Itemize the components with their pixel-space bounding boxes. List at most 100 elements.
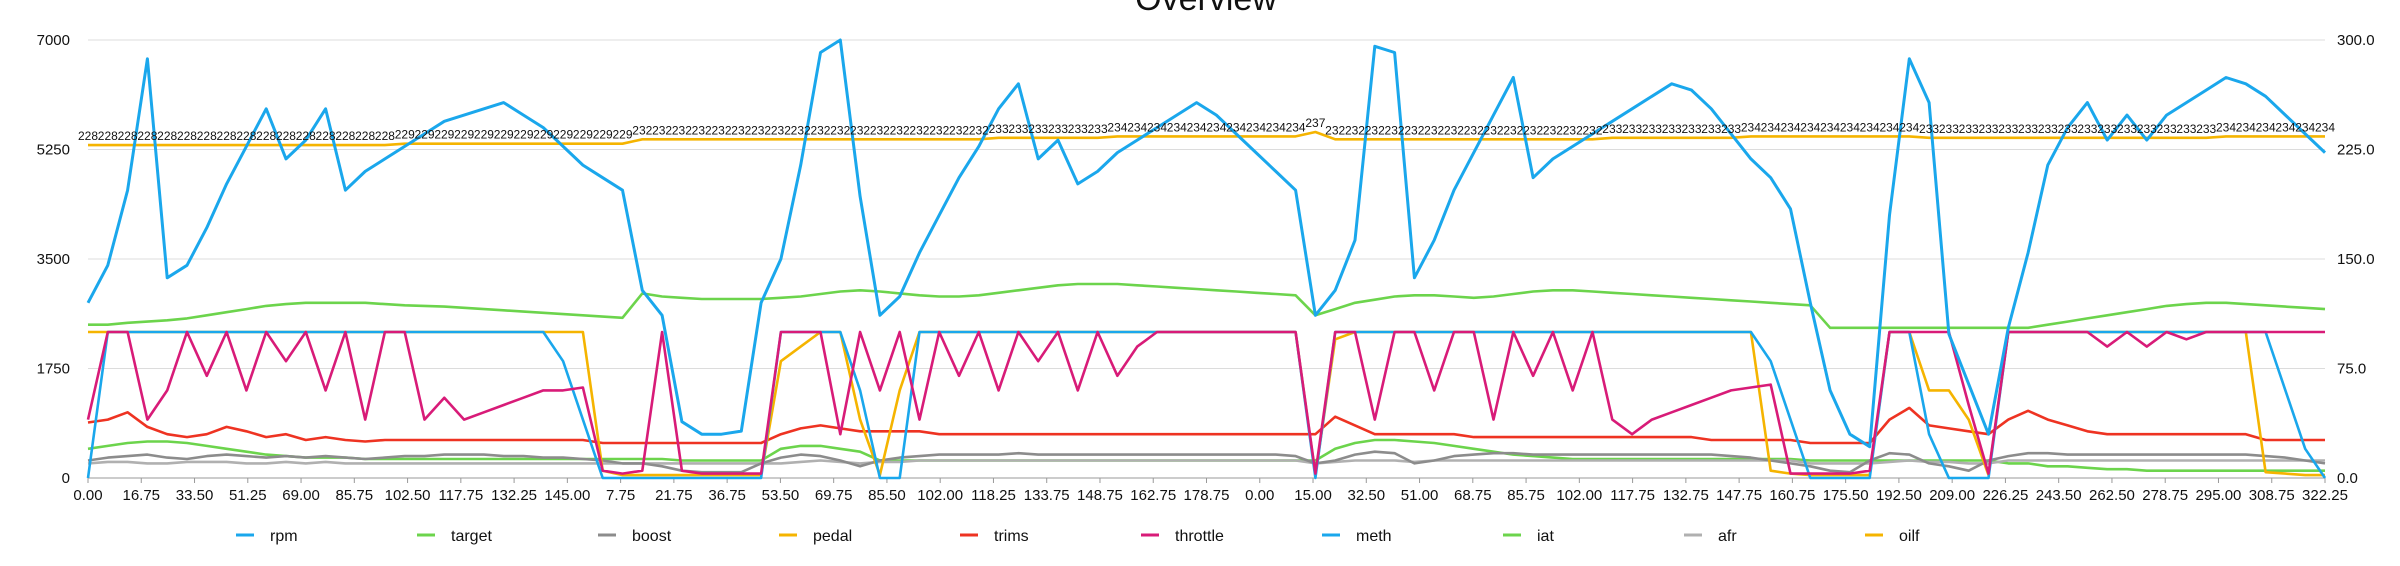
oilf-data-label: 234 (1879, 120, 1899, 134)
x-tick-label: 32.50 (1348, 487, 1386, 504)
oilf-data-label: 229 (474, 128, 494, 142)
oilf-data-label: 232 (1583, 123, 1603, 137)
oilf-data-label: 234 (1286, 120, 1306, 134)
oilf-data-label: 233 (1068, 122, 1088, 136)
oilf-data-label: 234 (1187, 120, 1207, 134)
oilf-data-label: 229 (533, 128, 553, 142)
oilf-data-label: 233 (1008, 122, 1028, 136)
oilf-data-label: 232 (1523, 123, 1543, 137)
oilf-data-label: 232 (909, 123, 929, 137)
oilf-data-label: 232 (751, 123, 771, 137)
y-right-tick-label: 0.0 (2337, 470, 2358, 487)
x-tick-label: 102.50 (385, 487, 431, 504)
x-tick-label: 175.50 (1823, 487, 1869, 504)
oilf-data-label: 234 (2256, 120, 2276, 134)
oilf-data-label: 234 (1761, 120, 1781, 134)
oilf-data-label: 233 (1048, 122, 1068, 136)
y-axis-left: 0 1750 3500 5250 7000 (37, 32, 70, 487)
oilf-data-label: 233 (1642, 122, 1662, 136)
oilf-data-label: 234 (2216, 120, 2236, 134)
legend-label-oilf: oilf (1899, 528, 1920, 545)
y-left-tick-label: 1750 (37, 361, 70, 378)
x-tick-label: 147.75 (1716, 487, 1762, 504)
oilf-data-label: 229 (415, 128, 435, 142)
x-tick-label: 53.50 (762, 487, 800, 504)
x-tick-label: 102.00 (917, 487, 963, 504)
x-tick-label: 69.00 (282, 487, 320, 504)
x-tick-label: 15.00 (1294, 487, 1332, 504)
oilf-data-label: 228 (375, 129, 395, 143)
oilf-data-label: 232 (791, 123, 811, 137)
y-left-tick-label: 0 (62, 470, 70, 487)
x-tick-label: 308.75 (2249, 487, 2295, 504)
x-tick-label: 278.75 (2142, 487, 2188, 504)
oilf-data-label: 234 (2236, 120, 2256, 134)
oilf-data-label: 234 (1127, 120, 1147, 134)
legend-label-iat: iat (1537, 528, 1554, 545)
oilf-data-label: 232 (1503, 123, 1523, 137)
oilf-data-label: 232 (1484, 123, 1504, 137)
oilf-data-label: 237 (1305, 116, 1325, 130)
x-tick-label: 209.00 (1929, 487, 1975, 504)
oilf-data-label: 234 (1107, 120, 1127, 134)
x-axis: 0.00 16.75 33.50 51.25 69.00 85.75 102.50 117.7… (73, 478, 2348, 504)
x-tick-label: 0.00 (1245, 487, 1274, 504)
x-tick-label: 132.25 (491, 487, 537, 504)
oilf-data-label: 234 (2315, 120, 2335, 134)
oilf-data-label: 232 (830, 123, 850, 137)
x-tick-label: 192.50 (1876, 487, 1922, 504)
x-tick-label: 51.25 (229, 487, 267, 504)
series-line-oilf (88, 130, 2325, 147)
oilf-data-label: 233 (2196, 122, 2216, 136)
chart-title: Overview (1135, 0, 1277, 18)
x-tick-label: 117.75 (438, 487, 483, 504)
oilf-data-label: 233 (1681, 122, 1701, 136)
legend-label-boost: boost (632, 528, 672, 545)
series-layer (86, 38, 2327, 480)
y-left-tick-label: 7000 (37, 32, 70, 49)
oilf-data-label: 232 (692, 123, 712, 137)
oilf-data-label: 234 (1860, 120, 1880, 134)
oilf-data-label: 232 (652, 123, 672, 137)
oilf-data-label: 232 (1424, 123, 1444, 137)
x-tick-label: 148.75 (1077, 487, 1123, 504)
oilf-data-label: 233 (2117, 122, 2137, 136)
x-tick-label: 243.50 (2036, 487, 2082, 504)
oilf-data-label: 234 (1266, 120, 1286, 134)
oilf-data-label: 234 (2275, 120, 2295, 134)
x-tick-label: 16.75 (122, 487, 160, 504)
oilf-data-label: 232 (632, 123, 652, 137)
oilf-data-label: 232 (1345, 123, 1365, 137)
oilf-data-label: 233 (1998, 122, 2018, 136)
series-line-rpm (86, 38, 2327, 449)
x-tick-label: 85.75 (336, 487, 374, 504)
oilf-data-label: 229 (593, 128, 613, 142)
x-tick-label: 262.50 (2089, 487, 2135, 504)
oilf-data-label: 233 (1662, 122, 1682, 136)
oilf-data-label: 228 (335, 129, 355, 143)
oilf-data-label: 233 (2137, 122, 2157, 136)
oilf-data-label: 232 (731, 123, 751, 137)
oilf-data-label: 233 (2038, 122, 2058, 136)
oilf-data-label: 234 (1899, 120, 1919, 134)
legend-label-target: target (451, 528, 492, 545)
x-tick-label: 7.75 (606, 487, 635, 504)
oilf-data-label: 234 (1741, 120, 1761, 134)
oilf-data-label: 228 (197, 129, 217, 143)
oilf-data-label: 229 (494, 128, 514, 142)
oilf-data-label: 234 (1840, 120, 1860, 134)
x-tick-label: 118.25 (971, 487, 1016, 504)
oilf-data-label: 233 (2097, 122, 2117, 136)
oilf-data-label: 229 (612, 128, 632, 142)
y-right-tick-label: 150.0 (2337, 251, 2375, 268)
oilf-data-label: 232 (870, 123, 890, 137)
oilf-data-label: 228 (177, 129, 197, 143)
oilf-data-label: 233 (989, 122, 1009, 136)
x-tick-label: 178.75 (1184, 487, 1230, 504)
oilf-data-label: 233 (2077, 122, 2097, 136)
oilf-data-label: 229 (434, 128, 454, 142)
y-axis-right: 0.0 75.0 150.0 225.0 300.0 (2337, 32, 2375, 487)
oilf-data-label: 232 (1385, 123, 1405, 137)
